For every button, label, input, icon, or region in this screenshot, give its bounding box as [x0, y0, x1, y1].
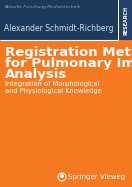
Text: Integration of Morphological: Integration of Morphological: [5, 81, 100, 87]
Circle shape: [58, 174, 65, 180]
Text: RESEARCH: RESEARCH: [124, 5, 128, 35]
Text: Alexander Schmidt-Richberg: Alexander Schmidt-Richberg: [4, 24, 114, 33]
Circle shape: [60, 174, 64, 178]
Text: Registration Methods: Registration Methods: [5, 46, 132, 59]
Text: Analysis: Analysis: [5, 68, 67, 81]
Bar: [119, 0, 132, 40]
Text: Springer Vieweg: Springer Vieweg: [69, 174, 126, 180]
Text: Aktuelle Forschung Medizintechnik: Aktuelle Forschung Medizintechnik: [4, 5, 80, 9]
Bar: [0, 0, 132, 40]
Circle shape: [58, 172, 67, 182]
Bar: [117, 0, 119, 40]
Text: and Physiological Knowledge: and Physiological Knowledge: [5, 88, 102, 94]
Text: for Pulmonary Image: for Pulmonary Image: [5, 57, 132, 70]
